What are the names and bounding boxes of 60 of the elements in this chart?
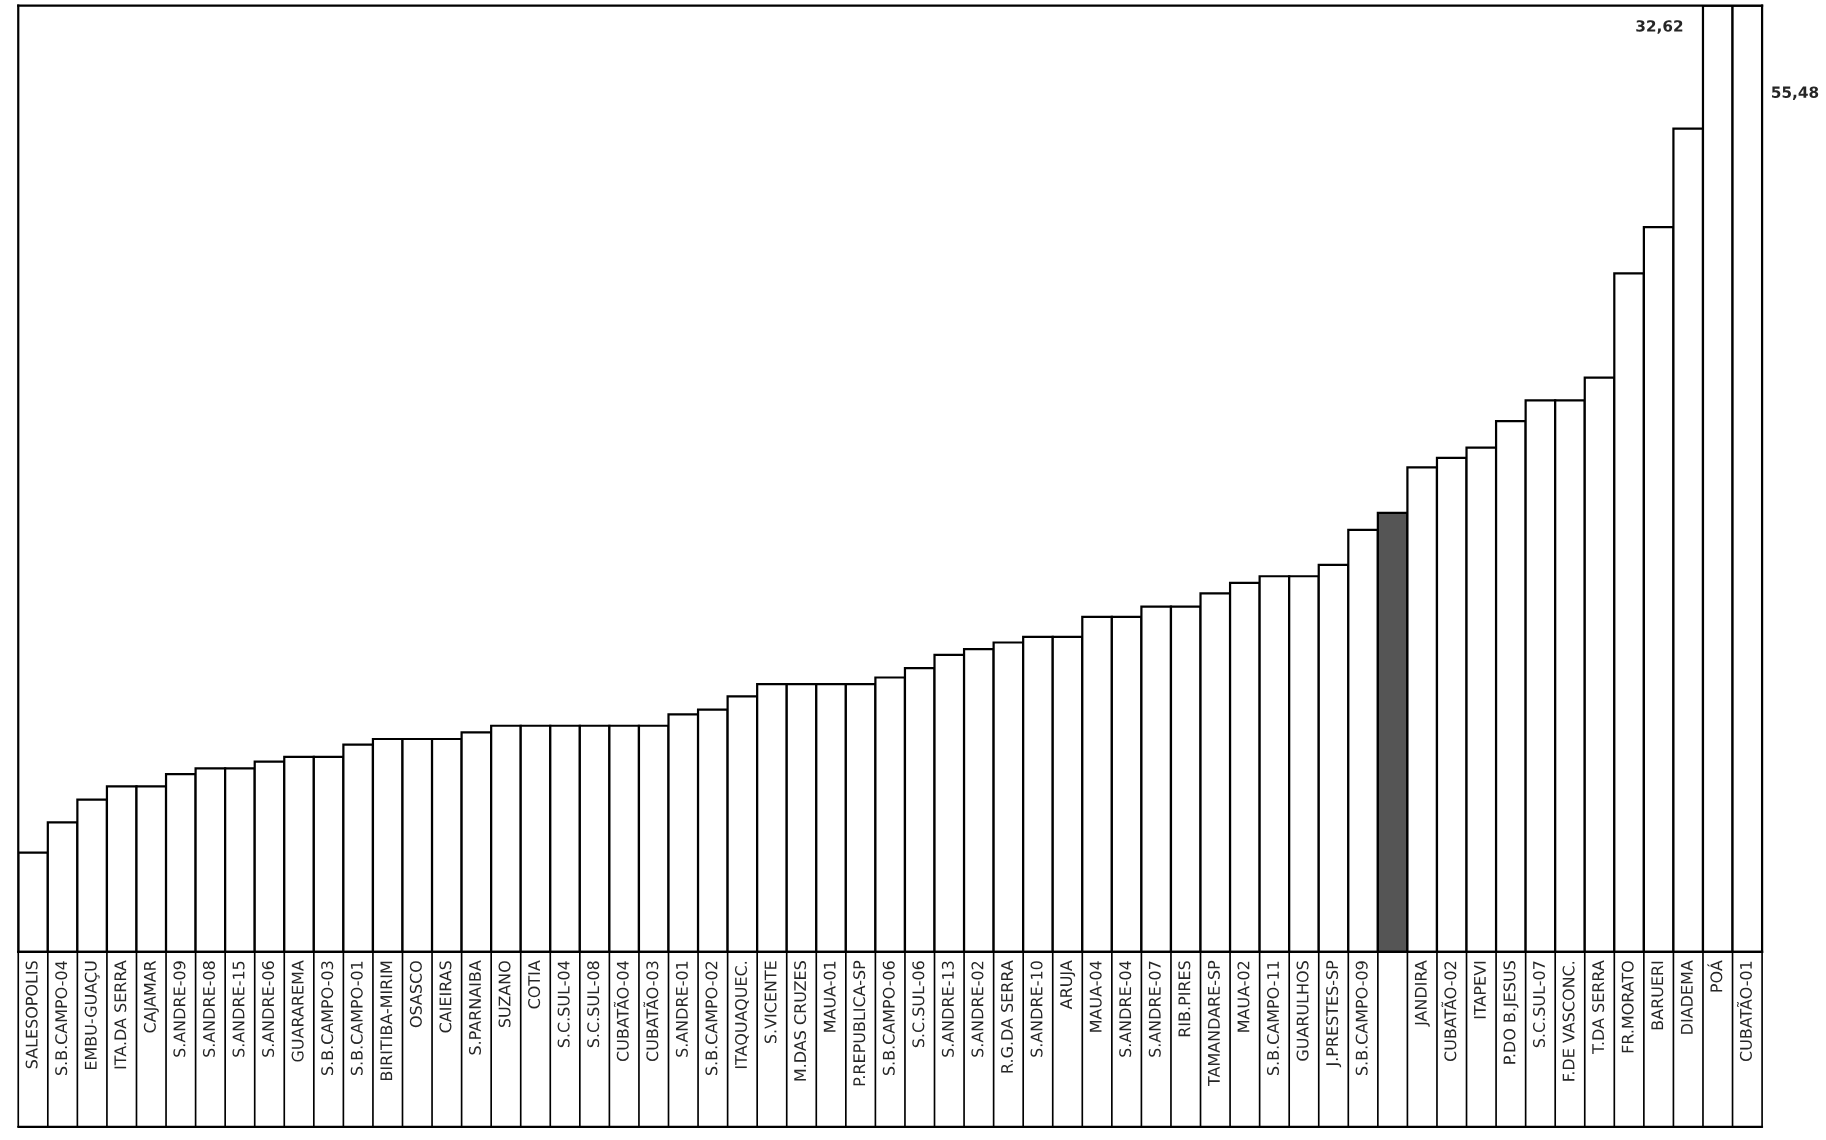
x-tick-label: S.ANDRE-13 — [941, 961, 954, 1057]
x-tick-label: S.B.CAMPO-02 — [705, 961, 718, 1076]
x-tick-label: FR.MORATO — [1621, 961, 1634, 1053]
x-tick-label: ITAPEVI — [1474, 961, 1486, 1019]
x-tick-label: CUBATÃO-02 — [1441, 961, 1457, 1062]
x-tick-label: P.DO B.JESUS — [1503, 961, 1519, 1064]
x-tick-label: S.ANDRE-07 — [1148, 961, 1161, 1057]
x-tick-label: MAUA-01 — [823, 961, 836, 1032]
x-tick-label: S.ANDRE-08 — [202, 961, 216, 1057]
x-tick-label: TAMANDARE-SP — [1207, 960, 1220, 1087]
x-tick-label: DIADEMA — [1680, 960, 1693, 1034]
x-tick-label: P.REPUBLICA-SP — [853, 960, 866, 1086]
x-tick-label: ITA.DA SERRA — [114, 960, 127, 1069]
x-tick-label: S.ANDRE-04 — [1119, 961, 1132, 1057]
x-tick-label: SUZANO — [498, 961, 511, 1028]
x-tick-label: BARUERI — [1651, 961, 1664, 1030]
x-tick-label: COTIA — [528, 960, 541, 1009]
x-tick-label: S.C.SUL-04 — [557, 961, 570, 1048]
x-tick-label: BIRITIBA-MIRIM — [380, 961, 393, 1080]
x-tick-label: SALESOPOLIS — [25, 961, 38, 1069]
x-tick-label: F.DE VASCONC. — [1562, 961, 1575, 1081]
x-tick-label: OSASCO — [409, 961, 422, 1028]
x-tick-label: RIB.PIRES — [1178, 961, 1191, 1037]
x-tick-label: M.DAS CRUZES — [794, 961, 807, 1081]
text: 55,48 — [1771, 86, 1819, 100]
x-tick-label: S.B.CAMPO-01 — [350, 961, 363, 1076]
x-tick-label: S.ANDRE-01 — [675, 961, 688, 1057]
x-tick-label: GUARULHOS — [1296, 961, 1309, 1061]
x-tick-label: S.B.CAMPO-09 — [1355, 961, 1368, 1076]
x-tick-label: ITAQUAQUEC. — [734, 961, 749, 1069]
x-tick-label: S.VICENTE — [764, 961, 777, 1044]
x-tick-label: S.C.SUL-06 — [912, 961, 925, 1048]
x-tick-label: CUBATÃO-04 — [613, 961, 629, 1062]
x-tick-label: S.C.SUL-08 — [587, 961, 600, 1048]
x-tick-label: JANDIRA — [1414, 960, 1430, 1027]
x-tick-label: CAIEIRAS — [439, 961, 452, 1033]
x-tick-label: S.B.CAMPO-06 — [882, 961, 895, 1076]
x-tick-label: S.ANDRE-10 — [1030, 961, 1043, 1057]
x-tick-label: R.G.DA SERRA — [1000, 960, 1014, 1073]
x-tick-label: ARUJA — [1060, 960, 1076, 1010]
x-tick-label: GUARAREMA — [291, 960, 304, 1062]
x-tick-label: CUBATÃO-01 — [1737, 961, 1752, 1062]
x-tick-label: S.B.CAMPO-11 — [1266, 961, 1280, 1076]
x-tick-label: J.PRESTES-SP — [1326, 960, 1342, 1068]
x-tick-label: S.B.CAMPO-03 — [321, 961, 334, 1076]
x-tick-label: S.ANDRE-02 — [971, 961, 984, 1057]
x-tick-label: MAUA-02 — [1237, 961, 1250, 1032]
x-tick-label: S.PARNAIBA — [468, 960, 482, 1055]
annotation: 32,62 — [1636, 20, 1683, 34]
x-tick-label: T.DA SERRA — [1592, 960, 1605, 1054]
x-tick-label: S.C.SUL-07 — [1532, 961, 1546, 1048]
x-tick-label: S.B.CAMPO-04 — [55, 961, 68, 1076]
x-tick-label: POÁ — [1707, 960, 1723, 992]
x-tick-label: CAJAMAR — [143, 960, 159, 1033]
x-tick-label: S.ANDRE-09 — [173, 961, 186, 1057]
x-tick-label: S.ANDRE-06 — [262, 961, 275, 1057]
x-tick-label: S.ANDRE-15 — [232, 961, 245, 1057]
x-tick-label: EMBU-GUAÇU — [84, 961, 100, 1070]
x-tick-label: MAUA-04 — [1089, 961, 1102, 1032]
x-tick-label: CUBATÃO-03 — [643, 961, 659, 1062]
